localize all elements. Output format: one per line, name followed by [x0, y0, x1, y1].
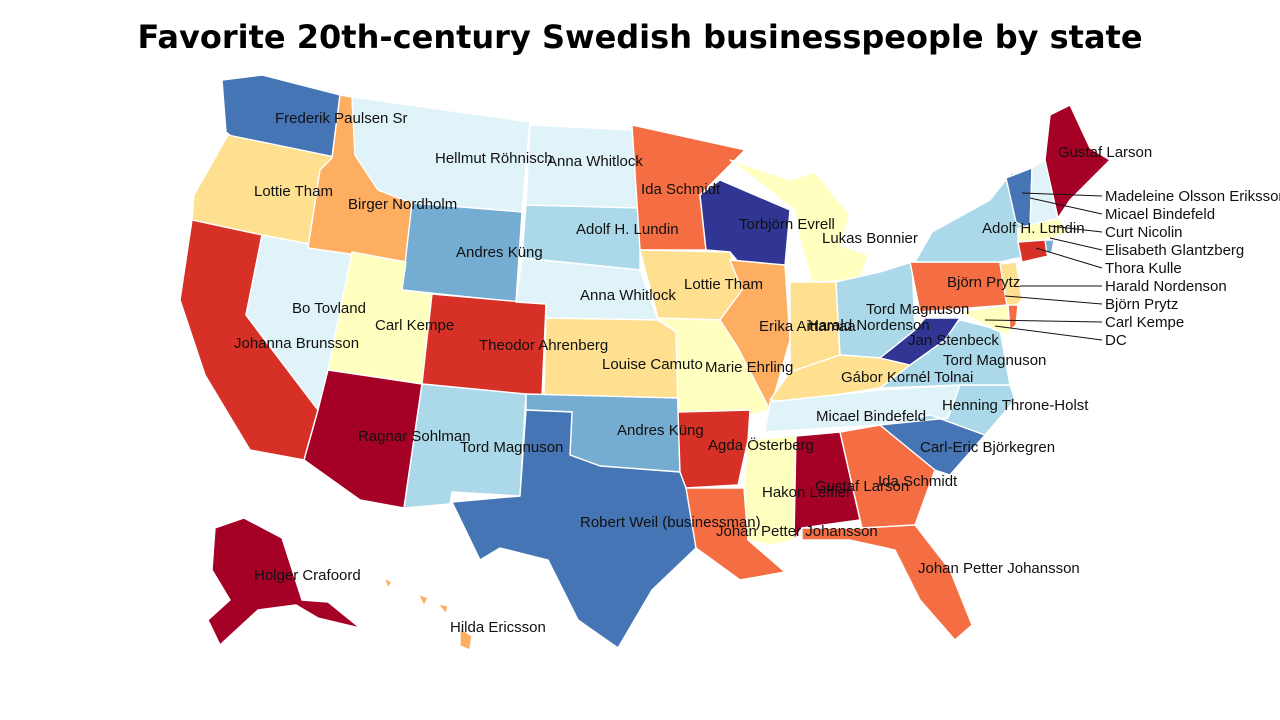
state-ak	[207, 517, 361, 646]
label-ok: Andres Küng	[617, 422, 704, 439]
label-il: Erika Aittamaa	[759, 318, 856, 335]
label-nv: Bo Tovland	[292, 300, 366, 317]
label-al: Gustaf Larson	[815, 478, 909, 495]
label-id: Birger Nordholm	[348, 196, 457, 213]
label-nm: Tord Magnuson	[460, 439, 563, 456]
label-ms: Hakon Leffler	[762, 484, 851, 501]
label-tn: Micael Bindefeld	[816, 408, 926, 425]
state-hi	[383, 577, 473, 651]
label-in: Harald Nordenson	[808, 317, 930, 334]
state-wv	[879, 317, 961, 366]
leader-line	[1049, 225, 1103, 233]
label-ut: Carl Kempe	[375, 317, 454, 334]
label-nc: Henning Throne-Holst	[942, 397, 1089, 414]
label-co: Theodor Ahrenberg	[479, 337, 608, 354]
leader-line	[1035, 247, 1103, 269]
state-me	[1044, 104, 1111, 219]
callout-label: Thora Kulle	[1105, 260, 1182, 277]
state-de	[1007, 304, 1019, 331]
state-al	[793, 431, 861, 541]
label-mi: Lukas Bonnier	[822, 230, 918, 247]
label-mo: Marie Ehrling	[705, 359, 793, 376]
map-title: Favorite 20th-century Swedish businesspe…	[137, 18, 1143, 56]
label-me: Gustaf Larson	[1058, 144, 1152, 161]
label-or: Lottie Tham	[254, 183, 333, 200]
callout-label: DC	[1105, 332, 1127, 349]
label-ny: Adolf H. Lundin	[982, 220, 1085, 237]
leader-line	[1049, 237, 1103, 251]
label-ca: Johanna Brunsson	[234, 335, 359, 352]
label-la: Johan Petter Johansson	[716, 523, 878, 540]
label-wi: Torbjörn Evrell	[739, 216, 835, 233]
leader-line	[994, 325, 1103, 341]
leader-line	[984, 319, 1103, 323]
label-oh: Tord Magnuson	[866, 301, 969, 318]
state-ma	[1017, 217, 1071, 243]
callout-label: Harald Nordenson	[1105, 278, 1227, 295]
leader-line	[1021, 192, 1103, 197]
label-pa: Björn Prytz	[947, 274, 1020, 291]
label-nd: Anna Whitlock	[547, 153, 643, 170]
label-sc: Carl-Eric Björkegren	[920, 439, 1055, 456]
callout-label: Madeleine Olsson Eriksson	[1105, 188, 1280, 205]
state-fl	[801, 524, 973, 641]
label-wy: Andres Küng	[456, 244, 543, 261]
label-ga: Ida Schmidt	[878, 473, 958, 490]
state-ar	[677, 409, 751, 489]
state-nc	[879, 384, 1016, 436]
label-ky: Gábor Kornél Tolnai	[841, 369, 973, 386]
label-hi: Hilda Ericsson	[450, 619, 546, 636]
label-az: Ragnar Sohlman	[358, 428, 471, 445]
state-ri	[1044, 239, 1055, 255]
label-tx: Robert Weil (businessman)	[580, 514, 761, 531]
leader-line	[1004, 295, 1103, 305]
state-mi	[729, 159, 869, 283]
label-mn: Ida Schmidt	[641, 181, 721, 198]
callout-label: Elisabeth Glantzberg	[1105, 242, 1244, 259]
state-ct	[1017, 239, 1049, 263]
label-mt: Hellmut Röhnisch	[435, 150, 553, 167]
state-tx	[451, 409, 697, 649]
leader-line	[1029, 197, 1103, 215]
label-fl: Johan Petter Johansson	[918, 560, 1080, 577]
label-ne: Anna Whitlock	[580, 287, 676, 304]
label-wv: Jan Stenbeck	[908, 332, 999, 349]
label-ar: Agda Österberg	[708, 436, 814, 454]
label-sd: Adolf H. Lundin	[576, 221, 679, 238]
label-wa: Frederik Paulsen Sr	[275, 110, 408, 127]
label-ak: Holger Crafoord	[254, 567, 361, 584]
state-il	[719, 259, 791, 411]
callout-label: Micael Bindefeld	[1105, 206, 1215, 223]
callout-label: Björn Prytz	[1105, 296, 1178, 313]
label-va: Tord Magnuson	[943, 352, 1046, 369]
callout-label: Carl Kempe	[1105, 314, 1184, 331]
callout-label: Curt Nicolin	[1105, 224, 1183, 241]
label-ks: Louise Camuto	[602, 356, 703, 373]
label-ia: Lottie Tham	[684, 276, 763, 293]
